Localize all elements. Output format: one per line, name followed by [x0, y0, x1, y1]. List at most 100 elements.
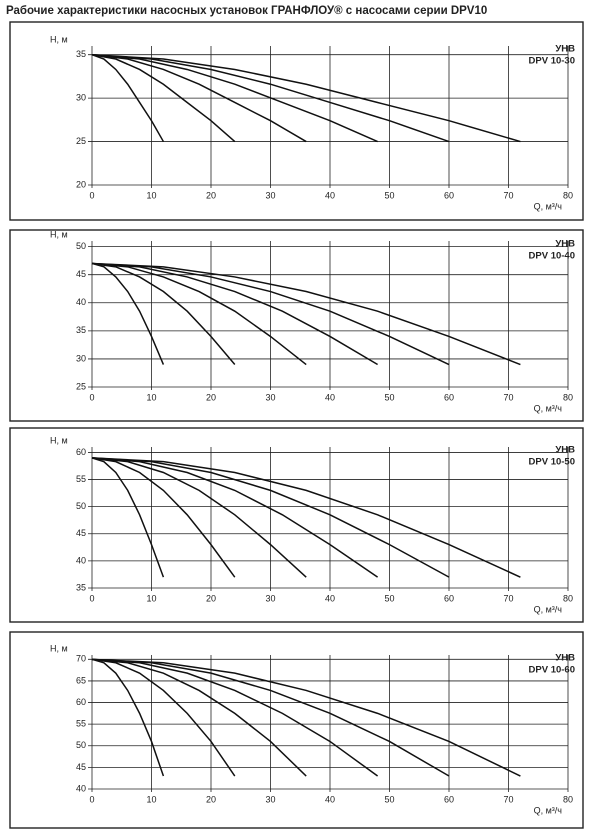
x-tick-label: 70	[503, 392, 513, 402]
y-tick-label: 65	[76, 675, 86, 685]
y-tick-label: 45	[76, 762, 86, 772]
panel-frame	[9, 631, 584, 829]
pump-curve	[91, 457, 236, 578]
x-tick-label: 80	[563, 392, 573, 402]
x-tick-label: 40	[325, 794, 335, 804]
x-tick-label: 80	[563, 190, 573, 200]
pump-curve	[91, 658, 307, 777]
y-tick-label: 35	[76, 582, 86, 592]
x-tick-label: 30	[265, 794, 275, 804]
x-tick-label: 0	[89, 593, 94, 603]
x-tick-label: 60	[444, 392, 454, 402]
x-tick-label: 30	[265, 190, 275, 200]
pump-curve	[91, 658, 521, 777]
panel-frame	[9, 21, 584, 221]
pump-curve	[91, 53, 378, 143]
y-tick-label: 35	[76, 325, 86, 335]
x-tick-label: 50	[384, 593, 394, 603]
pump-curve	[91, 457, 521, 578]
y-axis-label: H, м	[50, 643, 68, 653]
y-tick-label: 30	[76, 353, 86, 363]
pump-curve	[91, 53, 307, 143]
x-tick-label: 60	[444, 794, 454, 804]
y-tick-label: 25	[76, 136, 86, 146]
x-tick-label: 70	[503, 794, 513, 804]
y-tick-label: 40	[76, 297, 86, 307]
x-axis-label: Q, м³/ч	[534, 805, 563, 815]
x-axis-label: Q, м³/ч	[534, 604, 563, 614]
pump-curve	[91, 262, 521, 366]
x-tick-label: 60	[444, 190, 454, 200]
x-tick-label: 10	[146, 392, 156, 402]
y-tick-label: 45	[76, 269, 86, 279]
y-axis-label: H, м	[50, 435, 68, 445]
x-tick-label: 10	[146, 190, 156, 200]
x-tick-label: 60	[444, 593, 454, 603]
pump-curve	[91, 658, 379, 777]
y-tick-label: 50	[76, 501, 86, 511]
panel-frame	[9, 229, 584, 422]
y-tick-label: 55	[76, 474, 86, 484]
y-tick-label: 70	[76, 654, 86, 664]
y-tick-label: 50	[76, 740, 86, 750]
x-tick-label: 80	[563, 593, 573, 603]
y-tick-label: 60	[76, 697, 86, 707]
x-tick-label: 0	[89, 794, 94, 804]
pump-curve	[91, 457, 165, 578]
annotation: УНВ	[555, 44, 575, 55]
y-tick-label: 30	[76, 93, 86, 103]
page-title: Рабочие характеристики насосных установо…	[6, 5, 487, 17]
x-tick-label: 10	[146, 794, 156, 804]
y-tick-label: 20	[76, 179, 86, 189]
y-axis-label: H, м	[50, 34, 68, 44]
x-tick-label: 80	[563, 794, 573, 804]
x-tick-label: 30	[265, 593, 275, 603]
x-tick-label: 40	[325, 190, 335, 200]
x-tick-label: 20	[206, 593, 216, 603]
x-axis-label: Q, м³/ч	[534, 403, 563, 413]
y-tick-label: 60	[76, 447, 86, 457]
y-tick-label: 45	[76, 528, 86, 538]
annotation: УНВ	[555, 239, 575, 250]
pump-curve	[91, 262, 236, 366]
x-tick-label: 20	[206, 794, 216, 804]
y-tick-label: 40	[76, 783, 86, 793]
pump-curve	[91, 262, 165, 365]
pump-curve	[91, 53, 521, 143]
x-tick-label: 40	[325, 593, 335, 603]
y-tick-label: 55	[76, 719, 86, 729]
x-tick-label: 50	[384, 392, 394, 402]
x-tick-label: 50	[384, 190, 394, 200]
y-axis-label: H, м	[50, 229, 68, 239]
x-tick-label: 70	[503, 593, 513, 603]
x-tick-label: 10	[146, 593, 156, 603]
y-tick-label: 50	[76, 241, 86, 251]
pump-curve	[91, 658, 165, 777]
y-tick-label: 40	[76, 555, 86, 565]
annotation: УНВ	[555, 445, 575, 456]
x-tick-label: 0	[89, 190, 94, 200]
annotation: DPV 10-60	[529, 665, 575, 676]
x-axis-label: Q, м³/ч	[534, 201, 563, 211]
x-tick-label: 70	[503, 190, 513, 200]
pump-curve	[91, 53, 236, 143]
pump-curve	[91, 262, 307, 366]
x-tick-label: 30	[265, 392, 275, 402]
pump-curve	[91, 53, 165, 142]
annotation: DPV 10-40	[529, 251, 575, 262]
y-tick-label: 25	[76, 381, 86, 391]
pump-curve	[91, 457, 307, 578]
x-tick-label: 50	[384, 794, 394, 804]
pump-curve	[91, 457, 379, 578]
annotation: DPV 10-50	[529, 457, 575, 468]
annotation: DPV 10-30	[529, 56, 575, 67]
x-tick-label: 20	[206, 392, 216, 402]
x-tick-label: 40	[325, 392, 335, 402]
y-tick-label: 35	[76, 49, 86, 59]
x-tick-label: 20	[206, 190, 216, 200]
annotation: УНВ	[555, 653, 575, 664]
panel-frame	[9, 427, 584, 623]
x-tick-label: 0	[89, 392, 94, 402]
pump-curve	[91, 658, 236, 777]
